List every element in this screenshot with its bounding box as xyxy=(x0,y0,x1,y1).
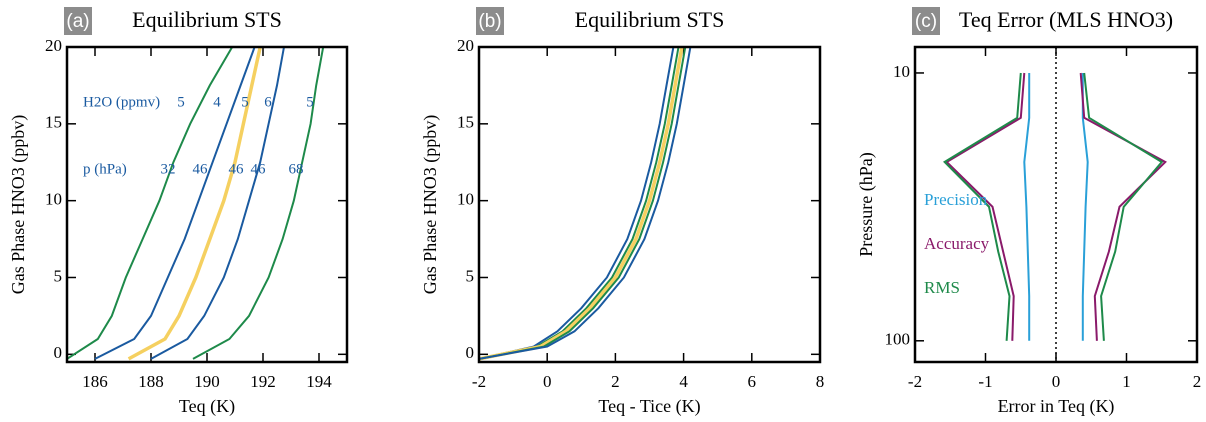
series-line xyxy=(479,47,687,360)
h2o-label: 5 xyxy=(241,94,249,110)
series-line xyxy=(945,72,1026,341)
series-line xyxy=(150,47,285,360)
panel-label-box xyxy=(64,7,92,35)
series-line xyxy=(1083,72,1164,341)
plot-frame xyxy=(913,45,1199,364)
chart-title: Equilibrium STS xyxy=(575,7,725,32)
y-tick-label: 20 xyxy=(457,36,474,55)
x-tick-label: 2 xyxy=(1193,372,1202,391)
series-line xyxy=(127,47,262,361)
h2o-label: 6 xyxy=(264,94,272,110)
y-tick-label: 100 xyxy=(885,330,911,349)
series-line xyxy=(479,47,675,360)
y-tick-label: 20 xyxy=(45,36,62,55)
x-tick-label: 4 xyxy=(679,372,688,391)
x-tick-label: 1 xyxy=(1122,372,1131,391)
y-tick-label: 10 xyxy=(45,190,62,209)
h2o-label: 5 xyxy=(306,94,314,110)
y-tick-label: 5 xyxy=(54,266,63,285)
y-tick-label: 0 xyxy=(466,343,475,362)
y-tick-label: 10 xyxy=(893,62,910,81)
panel-label: (c) xyxy=(915,11,937,32)
x-tick-label: 190 xyxy=(194,372,220,391)
x-axis-label: Teq (K) xyxy=(179,396,235,417)
series-line xyxy=(479,47,684,361)
legend-label: RMS xyxy=(924,278,960,297)
series-group xyxy=(479,47,692,361)
series-line xyxy=(94,47,256,360)
y-tick-label: 0 xyxy=(54,343,63,362)
x-tick-label: 0 xyxy=(543,372,552,391)
y-tick-label: 15 xyxy=(45,113,62,132)
legend-label: Precision xyxy=(924,190,988,209)
p-label: 46 xyxy=(229,161,245,177)
plot-frame xyxy=(477,45,822,364)
x-tick-label: 194 xyxy=(306,372,332,391)
x-tick-label: -2 xyxy=(908,372,922,391)
y-tick-label: 5 xyxy=(466,266,475,285)
h2o-label: 4 xyxy=(213,94,221,110)
x-tick-label: -2 xyxy=(472,372,486,391)
y-tick-label: 15 xyxy=(457,113,474,132)
p-label: 46 xyxy=(193,161,209,177)
series-line xyxy=(1079,72,1167,341)
panel-label: (b) xyxy=(478,11,501,32)
y-tick-label: 10 xyxy=(457,190,474,209)
series-line xyxy=(479,47,680,360)
p-label: 32 xyxy=(161,161,176,177)
x-tick-label: 186 xyxy=(82,372,108,391)
x-tick-label: -1 xyxy=(978,372,992,391)
chart-title: Equilibrium STS xyxy=(132,7,282,32)
series-line xyxy=(192,47,325,360)
x-tick-label: 2 xyxy=(611,372,620,391)
series-line xyxy=(67,47,234,360)
panel-label-box xyxy=(476,7,504,35)
y-axis-label: Gas Phase HNO3 (ppbv) xyxy=(420,115,441,294)
p-title: p (hPa) xyxy=(83,161,127,177)
chart-title: Teq Error (MLS HNO3) xyxy=(959,7,1173,32)
plot-frame xyxy=(65,45,349,364)
p-label: 68 xyxy=(289,161,304,177)
legend-label: Accuracy xyxy=(924,234,990,253)
series-group xyxy=(67,47,325,361)
y-axis-label: Gas Phase HNO3 (ppbv) xyxy=(8,115,29,294)
panel: (c) Teq Error (MLS HNO3) Error in Teq (K) P… xyxy=(856,7,1201,417)
x-tick-label: 8 xyxy=(816,372,825,391)
x-tick-label: 188 xyxy=(138,372,164,391)
panel-label: (a) xyxy=(66,11,89,32)
p-label: 46 xyxy=(251,161,267,177)
panel-label-box xyxy=(912,7,940,35)
x-axis-label: Teq - Tice (K) xyxy=(598,396,700,417)
panel: (a) Equilibrium STS Teq (K) Gas Phase HNO3 … xyxy=(8,7,349,417)
panel: (b) Equilibrium STS Teq - Tice (K) Gas Phas… xyxy=(420,7,824,417)
x-tick-label: 192 xyxy=(250,372,276,391)
x-tick-label: 6 xyxy=(748,372,757,391)
x-tick-label: 0 xyxy=(1052,372,1061,391)
series-line xyxy=(1023,73,1031,341)
series-line xyxy=(942,72,1022,341)
series-line xyxy=(479,47,692,360)
series-group xyxy=(942,72,1167,341)
h2o-label: 5 xyxy=(177,94,185,110)
h2o-title: H2O (ppmv) xyxy=(83,94,160,110)
y-axis-label: Pressure (hPa) xyxy=(856,152,877,256)
x-axis-label: Error in Teq (K) xyxy=(998,396,1115,417)
series-line xyxy=(1081,73,1089,341)
